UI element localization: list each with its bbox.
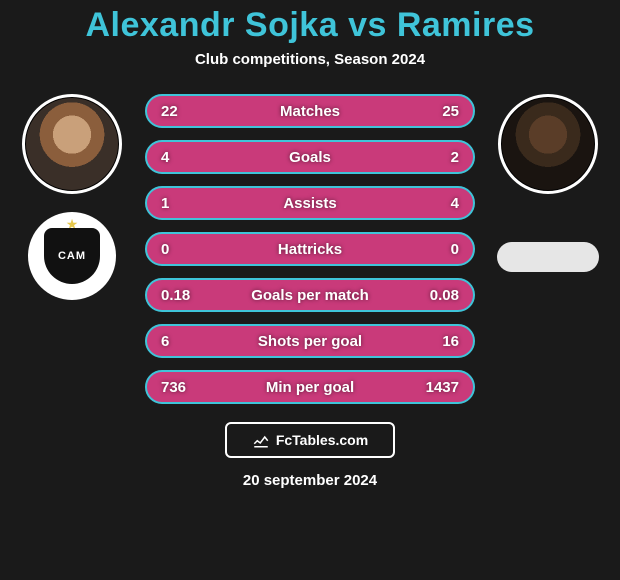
- stat-right-value: 1437: [426, 379, 459, 396]
- stat-row: 736 Min per goal 1437: [145, 370, 475, 404]
- stat-label: Shots per goal: [258, 333, 362, 350]
- stat-row: 0 Hattricks 0: [145, 232, 475, 266]
- stat-left-value: 736: [161, 379, 186, 396]
- player-right-avatar: [498, 94, 598, 194]
- left-column: ★ CAM: [17, 94, 127, 300]
- stat-row: 22 Matches 25: [145, 94, 475, 128]
- club-right-pill: [497, 242, 599, 272]
- stat-right-value: 4: [451, 195, 459, 212]
- club-left-shield: CAM: [44, 228, 100, 284]
- stat-row: 0.18 Goals per match 0.08: [145, 278, 475, 312]
- stat-label: Assists: [283, 195, 336, 212]
- stat-row: 1 Assists 4: [145, 186, 475, 220]
- stat-left-value: 0.18: [161, 287, 190, 304]
- stat-label: Matches: [280, 103, 340, 120]
- comparison-area: ★ CAM 22 Matches 25 4 Goals 2 1 Assists 4 0 Hattri…: [0, 94, 620, 404]
- right-column: [493, 94, 603, 272]
- stat-label: Hattricks: [278, 241, 342, 258]
- date-line: 20 september 2024: [243, 472, 377, 489]
- stat-left-value: 0: [161, 241, 169, 258]
- stat-row: 6 Shots per goal 16: [145, 324, 475, 358]
- stats-column: 22 Matches 25 4 Goals 2 1 Assists 4 0 Hattricks 0 0.…: [145, 94, 475, 404]
- player-left-avatar: [22, 94, 122, 194]
- stat-label: Min per goal: [266, 379, 354, 396]
- subtitle: Club competitions, Season 2024: [195, 51, 425, 68]
- stat-left-value: 22: [161, 103, 178, 120]
- page-title: Alexandr Sojka vs Ramires: [85, 6, 534, 45]
- brand-text: FcTables.com: [276, 432, 368, 448]
- stat-right-value: 16: [442, 333, 459, 350]
- brand-badge[interactable]: FcTables.com: [225, 422, 395, 458]
- stat-left-value: 1: [161, 195, 169, 212]
- stat-right-value: 0: [451, 241, 459, 258]
- stat-right-value: 0.08: [430, 287, 459, 304]
- stat-left-value: 6: [161, 333, 169, 350]
- stat-label: Goals per match: [251, 287, 369, 304]
- stat-row: 4 Goals 2: [145, 140, 475, 174]
- stat-right-value: 2: [451, 149, 459, 166]
- chart-icon: [252, 431, 270, 449]
- stat-right-value: 25: [442, 103, 459, 120]
- club-left-badge: ★ CAM: [28, 212, 116, 300]
- stat-label: Goals: [289, 149, 331, 166]
- stat-left-value: 4: [161, 149, 169, 166]
